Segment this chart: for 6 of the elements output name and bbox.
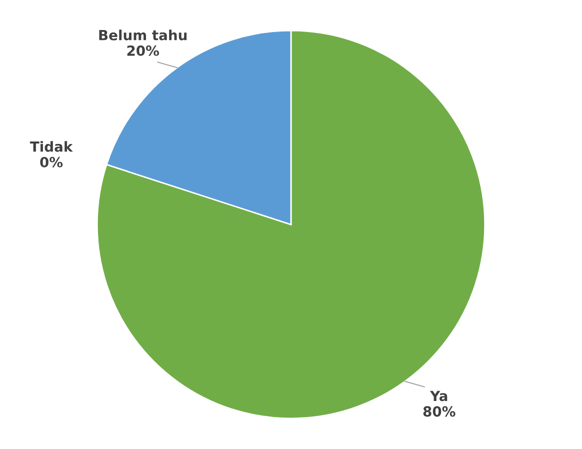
data-label: 20%	[127, 45, 160, 56]
data-label: 80%	[423, 406, 456, 417]
slice-label: Belum tahu	[99, 30, 187, 40]
text: 0%	[40, 156, 63, 168]
slice-label: Ya	[430, 390, 448, 402]
category-label: Tidak	[30, 141, 73, 152]
